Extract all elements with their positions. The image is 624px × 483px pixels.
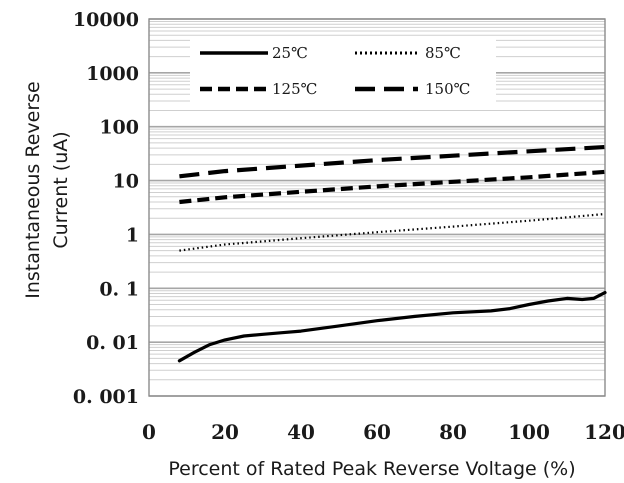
- legend-label-125: 125℃: [272, 80, 317, 98]
- y-tick-label: 100: [99, 117, 139, 139]
- x-tick-label: 120: [584, 420, 624, 444]
- series-line-85: [179, 212, 606, 252]
- legend-box: [190, 37, 496, 109]
- legend-label-150: 150℃: [425, 80, 470, 98]
- y-tick-label: 0. 001: [73, 386, 139, 408]
- y-axis-title-line-2: Current (uA): [50, 131, 72, 248]
- y-tick-labels: 0. 001 0. 01 0. 1 1 10 100 1000 10000: [73, 9, 139, 408]
- x-tick-label: 80: [439, 420, 467, 444]
- x-tick-label: 0: [142, 420, 156, 444]
- legend: 25℃ 85℃ 125℃ 150℃: [190, 37, 496, 109]
- y-tick-label: 1: [126, 224, 139, 246]
- plot-border: [148, 18, 606, 397]
- series-line-125: [179, 169, 606, 205]
- x-tick-label: 20: [211, 420, 239, 444]
- y-tick-label: 10: [113, 171, 139, 193]
- x-tick-label: 100: [508, 420, 550, 444]
- series-line-150: [179, 144, 606, 179]
- y-tick-label: 10000: [73, 9, 139, 31]
- y-tick-label: 0. 01: [86, 332, 139, 354]
- plot-frame: [148, 18, 606, 397]
- x-tick-label: 40: [287, 420, 315, 444]
- x-axis-title: Percent of Rated Peak Reverse Voltage (%…: [168, 458, 575, 480]
- y-axis-title-line-1: Instantaneous Reverse: [22, 81, 44, 298]
- y-tick-label: 0. 1: [99, 278, 139, 300]
- series-line-25: [177, 291, 607, 363]
- x-tick-label: 60: [363, 420, 391, 444]
- x-tick-labels: 0 20 40 60 80 100 120: [142, 420, 624, 444]
- legend-label-85: 85℃: [425, 44, 461, 62]
- y-tick-label: 1000: [86, 63, 139, 85]
- series-layer: [177, 144, 607, 363]
- legend-label-25: 25℃: [272, 44, 308, 62]
